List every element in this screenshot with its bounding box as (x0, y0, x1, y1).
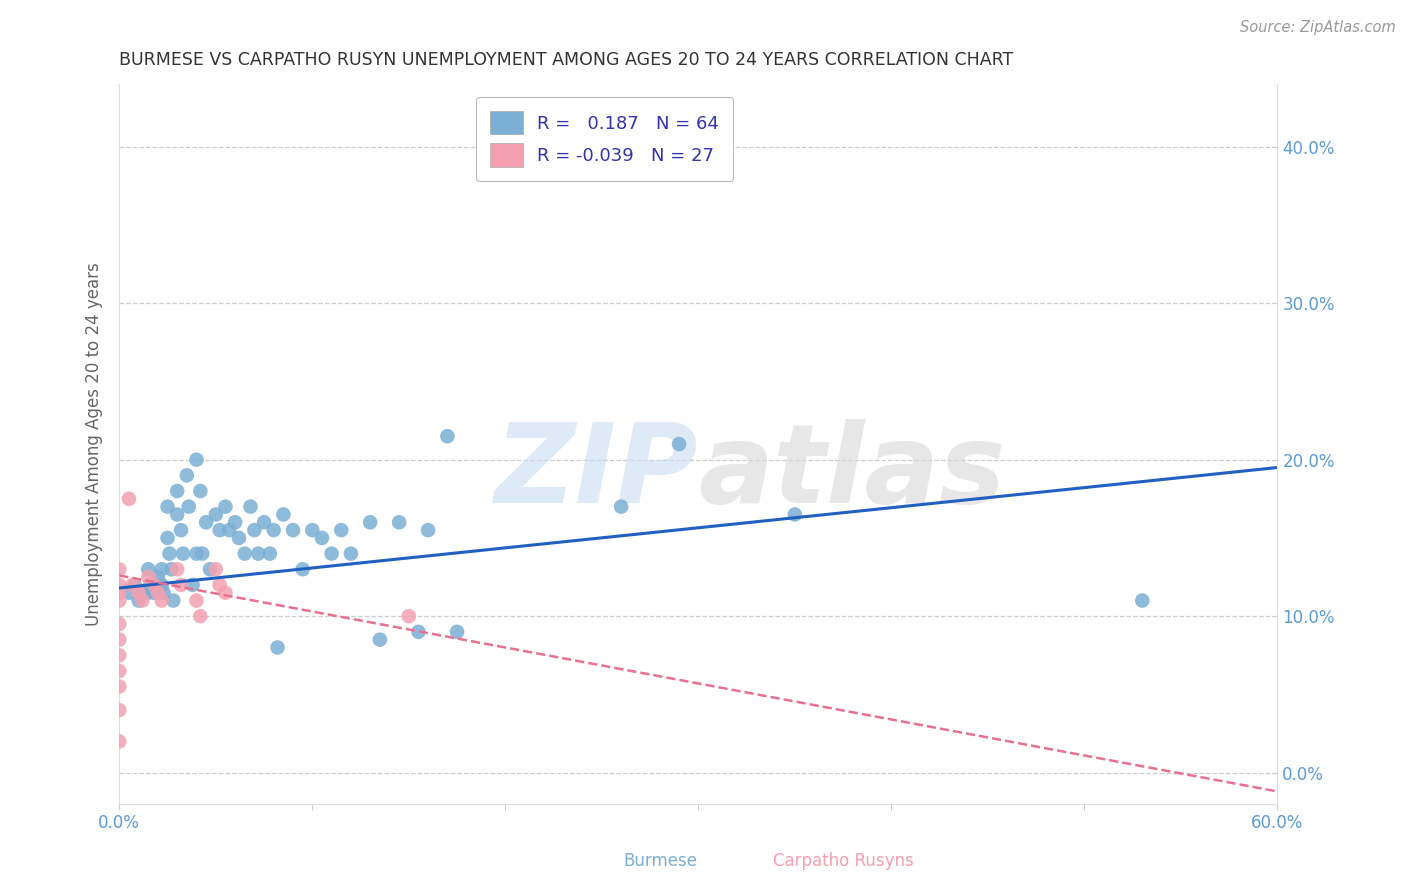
Point (121, 578, 143, 592)
Point (108, 578, 131, 592)
Point (146, 570, 169, 584)
Point (204, 508, 226, 522)
Y-axis label: Unemployment Among Ages 20 to 24 years: Unemployment Among Ages 20 to 24 years (86, 262, 103, 626)
Point (108, 664, 131, 678)
Point (108, 585, 131, 599)
Point (239, 500, 262, 514)
Point (301, 523, 323, 537)
Point (159, 547, 181, 561)
Point (311, 531, 333, 545)
Point (273, 508, 295, 522)
Point (281, 523, 304, 537)
Point (330, 523, 353, 537)
Point (233, 547, 256, 561)
Point (128, 593, 150, 607)
Point (172, 547, 194, 561)
Point (118, 491, 141, 506)
Text: atlas: atlas (699, 419, 1005, 526)
Point (218, 523, 240, 537)
Point (263, 523, 285, 537)
Point (108, 632, 131, 647)
Point (152, 585, 174, 599)
Point (388, 516, 411, 530)
Point (146, 578, 169, 592)
Point (160, 562, 183, 576)
Point (446, 624, 468, 639)
Point (177, 500, 200, 514)
Point (181, 578, 204, 592)
Point (186, 593, 208, 607)
Text: BURMESE VS CARPATHO RUSYN UNEMPLOYMENT AMONG AGES 20 TO 24 YEARS CORRELATION CHA: BURMESE VS CARPATHO RUSYN UNEMPLOYMENT A… (120, 51, 1014, 69)
Point (150, 593, 173, 607)
Point (108, 680, 131, 694)
Point (266, 640, 288, 655)
Point (208, 523, 231, 537)
Point (398, 609, 420, 624)
Point (359, 516, 381, 530)
Point (143, 578, 166, 592)
Point (150, 578, 173, 592)
Point (131, 593, 153, 607)
Point (166, 483, 188, 498)
Point (610, 500, 633, 514)
Point (170, 578, 193, 592)
Point (188, 609, 211, 624)
Point (408, 624, 430, 639)
Point (368, 632, 391, 647)
Point (783, 508, 806, 522)
Point (186, 547, 208, 561)
Point (156, 500, 179, 514)
Text: Burmese: Burmese (624, 852, 697, 870)
Point (259, 547, 281, 561)
Text: Source: ZipAtlas.com: Source: ZipAtlas.com (1240, 20, 1396, 35)
Point (214, 500, 236, 514)
Point (108, 648, 131, 663)
Point (162, 593, 184, 607)
Point (416, 523, 439, 537)
Point (214, 585, 236, 599)
Point (139, 578, 162, 592)
Text: ZIP: ZIP (495, 419, 699, 526)
Text: Carpatho Rusyns: Carpatho Rusyns (773, 852, 914, 870)
Point (136, 562, 159, 576)
Point (243, 523, 266, 537)
Point (198, 562, 221, 576)
Point (166, 562, 188, 576)
Point (1130, 593, 1153, 607)
Point (188, 483, 211, 498)
Point (136, 585, 159, 599)
Point (191, 547, 214, 561)
Point (156, 531, 179, 545)
Point (224, 516, 246, 530)
Point (166, 508, 188, 522)
Point (108, 703, 131, 717)
Point (108, 593, 131, 607)
Point (136, 570, 159, 584)
Point (186, 452, 208, 467)
Point (124, 578, 146, 592)
Point (668, 437, 690, 451)
Point (340, 547, 363, 561)
Point (253, 516, 276, 530)
Point (118, 585, 141, 599)
Point (131, 585, 153, 599)
Point (291, 562, 314, 576)
Point (247, 547, 270, 561)
Point (146, 585, 169, 599)
Point (228, 531, 250, 545)
Point (108, 734, 131, 748)
Point (108, 562, 131, 576)
Point (195, 516, 218, 530)
Point (128, 585, 150, 599)
Point (108, 617, 131, 632)
Point (176, 468, 198, 483)
Point (170, 523, 193, 537)
Point (204, 562, 226, 576)
Point (208, 578, 231, 592)
Point (150, 562, 173, 576)
Point (321, 547, 343, 561)
Point (436, 429, 458, 443)
Point (143, 585, 166, 599)
Legend: R =   0.187   N = 64, R = -0.039   N = 27: R = 0.187 N = 64, R = -0.039 N = 27 (475, 96, 734, 181)
